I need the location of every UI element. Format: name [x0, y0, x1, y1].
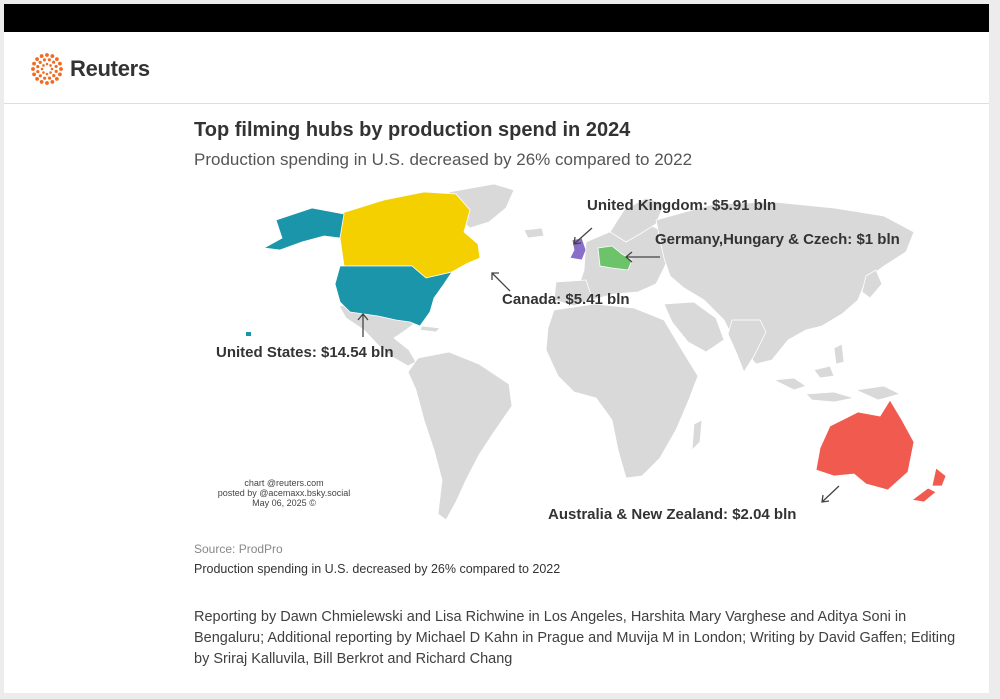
- article-frame: Reuters Top filming hubs by production s…: [4, 4, 989, 693]
- logo-dot: [54, 76, 59, 81]
- logo-dot: [31, 67, 35, 71]
- logo-dot: [35, 57, 40, 62]
- logo-dot: [42, 71, 45, 74]
- footnote: Production spending in U.S. decreased by…: [194, 562, 561, 576]
- logo-dot: [45, 72, 49, 76]
- label-united-kingdom: United Kingdom: $5.91 bln: [587, 197, 777, 214]
- logo-dot: [32, 72, 36, 77]
- arrow-central-europe: [624, 251, 660, 263]
- arrow-usa: [357, 312, 369, 337]
- logo-dot: [43, 76, 47, 80]
- logo-dot: [50, 67, 54, 71]
- asia-land: [655, 201, 915, 365]
- logo-dot: [59, 67, 63, 71]
- logo-dot: [42, 64, 45, 67]
- reuters-dot-ring-icon: [31, 53, 63, 85]
- logo-dot: [49, 64, 52, 67]
- logo-dot: [50, 54, 55, 58]
- logo-dot: [39, 54, 44, 58]
- philippines-land: [833, 343, 845, 365]
- logo-dot: [47, 58, 51, 62]
- logo-dot: [47, 76, 52, 80]
- arabia-land: [663, 301, 725, 353]
- iceland-land: [523, 227, 545, 239]
- logo-dot: [38, 74, 42, 78]
- japan-land: [861, 269, 883, 299]
- logo-dot: [50, 80, 55, 84]
- logo-dot: [45, 53, 49, 57]
- logo-dot: [35, 76, 40, 81]
- label-australia-new-zealand: Australia & New Zealand: $2.04 bln: [548, 506, 797, 523]
- site-header: Reuters: [4, 32, 989, 104]
- world-map: [246, 183, 947, 521]
- arrow-anz: [821, 485, 840, 503]
- reporting-credits: Reporting by Dawn Chmielewski and Lisa R…: [194, 609, 956, 667]
- chart-credit: chart @reuters.com posted by @acemaxx.bs…: [204, 478, 364, 508]
- new-zealand-region: [911, 467, 947, 503]
- label-united-states: United States: $14.54 bln: [216, 344, 394, 361]
- logo-dot: [54, 57, 59, 62]
- indonesia-land: [772, 365, 855, 403]
- india-land: [727, 319, 767, 373]
- credit-line: chart @reuters.com: [244, 478, 324, 488]
- iberia-land: [553, 279, 593, 307]
- canada-region: [338, 191, 481, 279]
- logo-dot: [36, 69, 40, 74]
- scandinavia-land: [609, 197, 665, 243]
- credit-line: posted by @acemaxx.bsky.social: [217, 488, 351, 498]
- logo-dot: [58, 61, 62, 66]
- label-central-europe: Germany,Hungary & Czech: $1 bln: [655, 231, 900, 248]
- logo-dot: [45, 81, 49, 85]
- brand-name: Reuters: [70, 56, 150, 81]
- arrow-uk: [573, 227, 593, 245]
- australia-region: [815, 399, 915, 491]
- logo-dot: [40, 67, 44, 71]
- south-america-land: [407, 351, 513, 521]
- logo-dot: [54, 64, 58, 69]
- logo-dot: [52, 74, 56, 78]
- usa-region: [334, 265, 453, 327]
- hawaii-region: [246, 332, 251, 336]
- logo-dot: [49, 71, 52, 74]
- logo-dot: [42, 58, 47, 62]
- logo-dot: [45, 62, 49, 66]
- madagascar-land: [691, 419, 703, 452]
- alaska-region: [262, 207, 345, 251]
- logo-dot: [38, 60, 42, 64]
- logo-dot: [52, 60, 56, 64]
- arrow-canada: [491, 272, 511, 292]
- logo-dot: [39, 80, 44, 84]
- chart-subtitle: Production spending in U.S. decreased by…: [194, 150, 693, 169]
- logo-dot: [32, 61, 36, 66]
- logo-dot: [54, 69, 58, 73]
- papua-land: [854, 385, 902, 401]
- label-canada: Canada: $5.41 bln: [502, 291, 630, 308]
- logo-dot: [36, 65, 40, 69]
- credit-line: May 06, 2025 ©: [252, 498, 316, 508]
- caribbean-land: [419, 325, 441, 333]
- reuters-logo[interactable]: Reuters: [30, 52, 150, 86]
- central-europe-region: [597, 245, 633, 271]
- top-bar: [4, 4, 989, 32]
- chart-title: Top filming hubs by production spend in …: [194, 119, 631, 141]
- logo-dot: [58, 72, 62, 77]
- africa-land: [545, 303, 699, 479]
- source-line: Source: ProdPro: [194, 542, 283, 556]
